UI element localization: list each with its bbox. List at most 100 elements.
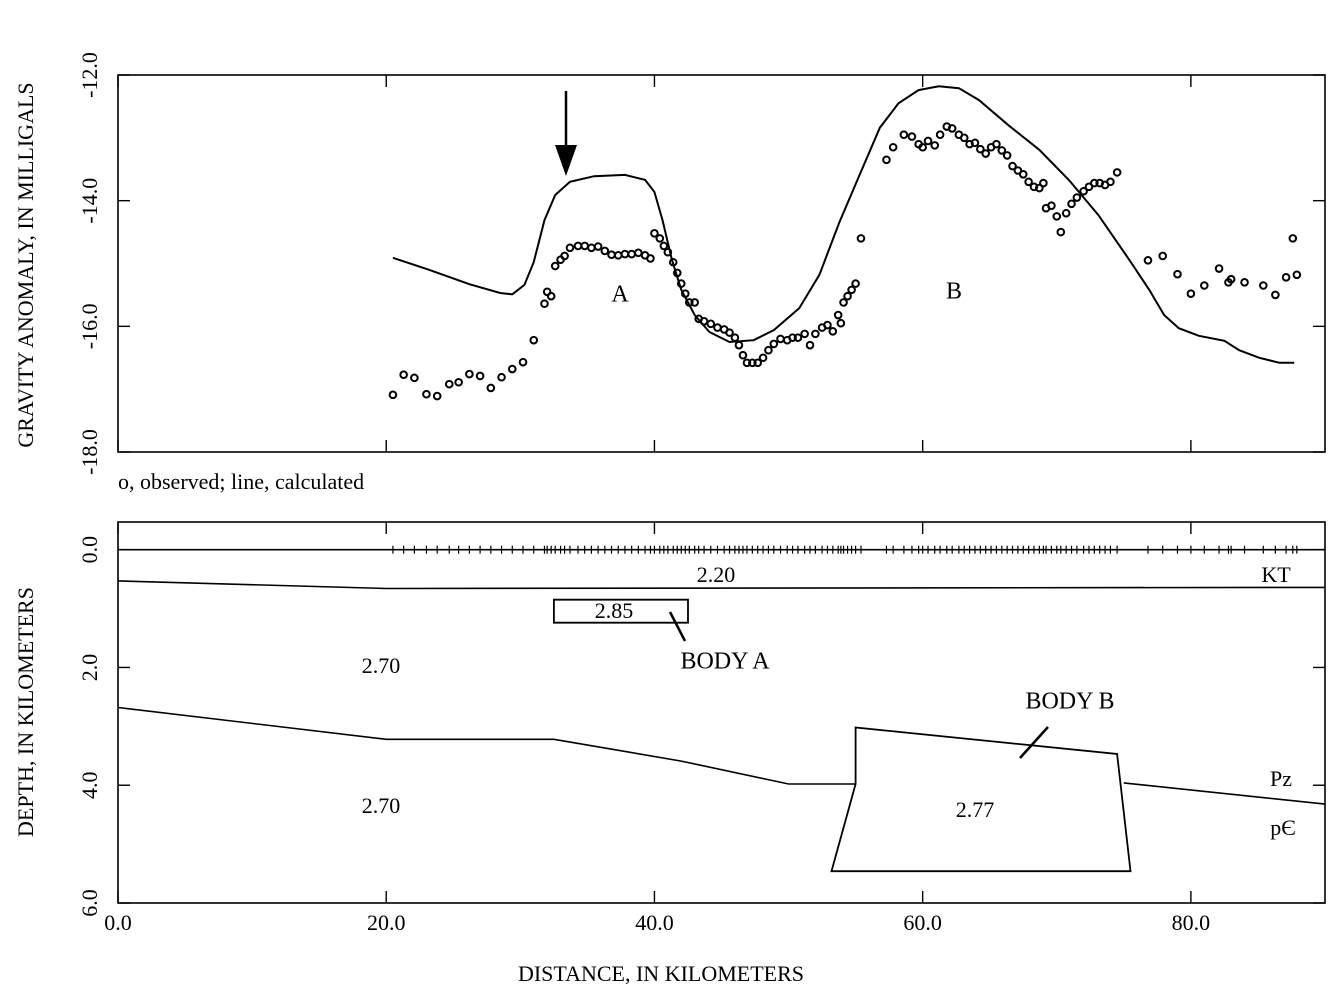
y-tick-label: -14.0	[77, 178, 102, 224]
observed-point	[734, 340, 744, 350]
observed-point	[748, 358, 757, 368]
observed-point	[1035, 183, 1044, 193]
layer-boundary	[117, 580, 1326, 590]
observed-point	[1002, 151, 1012, 160]
observed-point	[907, 132, 917, 141]
observed-point	[1226, 274, 1236, 284]
observed-point	[613, 251, 623, 260]
observed-point	[565, 243, 575, 253]
y-axis-title: DEPTH, IN KILOMETERS	[13, 587, 38, 837]
observed-point	[1186, 289, 1196, 298]
observed-point	[663, 247, 673, 257]
observed-point	[856, 234, 866, 243]
caption: o, observed; line, calculated	[118, 469, 364, 494]
observed-point	[546, 291, 556, 301]
observed-point	[690, 298, 699, 307]
observed-point	[753, 358, 763, 368]
observed-point	[410, 373, 419, 383]
observed-point	[828, 327, 838, 336]
observed-point	[432, 391, 442, 401]
observed-point	[800, 329, 809, 339]
anomaly-label: A	[611, 282, 629, 308]
density-label: 2.70	[362, 653, 401, 678]
observed-point	[1079, 186, 1088, 196]
y-tick-label: -18.0	[77, 429, 102, 475]
x-tick-label: 60.0	[903, 910, 942, 935]
y-tick-label: 4.0	[77, 771, 102, 799]
observed-point	[1090, 178, 1099, 188]
body-density: 2.85	[595, 598, 634, 623]
observed-point	[730, 333, 740, 342]
observed-point	[851, 279, 860, 288]
observed-point	[1259, 281, 1268, 290]
observed-point	[1240, 278, 1249, 287]
observed-point	[839, 298, 848, 307]
observed-point	[607, 250, 616, 260]
observed-point	[1047, 201, 1056, 210]
observed-point	[811, 329, 820, 339]
observed-point	[738, 350, 748, 360]
observed-point	[742, 358, 752, 368]
leader-line	[1019, 726, 1049, 759]
observed-point	[923, 136, 933, 146]
observed-point	[1214, 264, 1224, 273]
unit-label: pЄ	[1270, 815, 1296, 840]
x-tick-label: 40.0	[635, 910, 674, 935]
layer-boundary	[117, 706, 1326, 805]
observed-point	[888, 142, 898, 152]
observed-point	[1292, 270, 1302, 280]
observed-point	[600, 246, 610, 256]
observed-point	[1008, 161, 1017, 171]
observed-point	[560, 251, 569, 261]
observed-point	[788, 333, 797, 342]
observed-point	[1052, 212, 1062, 221]
observed-point	[465, 369, 474, 379]
y-tick-label: 6.0	[77, 889, 102, 917]
observed-point	[769, 339, 779, 349]
y-tick-label: -12.0	[77, 52, 102, 98]
observed-point	[1018, 169, 1028, 179]
density-label: 2.70	[362, 793, 401, 818]
observed-point	[706, 319, 716, 329]
observed-point	[823, 320, 832, 330]
observed-point	[1158, 251, 1168, 261]
y-tick-label: 2.0	[77, 654, 102, 682]
observed-point	[399, 370, 408, 380]
observed-point	[1271, 290, 1280, 300]
observed-point	[1061, 208, 1071, 218]
body-label: BODY B	[1025, 689, 1114, 715]
observed-point	[1200, 281, 1209, 290]
observed-point	[573, 241, 583, 251]
observed-point	[388, 390, 398, 400]
observed-point	[650, 229, 659, 238]
body-outline	[553, 598, 689, 624]
observed-point	[713, 323, 722, 332]
observed-point	[497, 372, 506, 382]
observed-point	[970, 138, 980, 148]
observed-point	[454, 377, 463, 387]
observed-point	[620, 249, 630, 259]
observed-point	[725, 328, 734, 337]
observed-point	[518, 357, 528, 367]
y-tick-label: -16.0	[77, 303, 102, 349]
calculated-line	[392, 85, 1295, 364]
observed-point	[776, 334, 785, 344]
observed-point	[947, 124, 957, 133]
observed-point	[976, 144, 985, 154]
observed-point	[587, 243, 596, 253]
observed-point	[930, 141, 940, 150]
observed-point	[475, 371, 485, 381]
observed-point	[529, 335, 539, 345]
observed-point	[935, 130, 945, 139]
unit-label: Pz	[1270, 766, 1292, 791]
observed-point	[634, 248, 643, 258]
observed-point	[580, 241, 590, 251]
observed-point	[833, 310, 843, 320]
observed-point	[758, 353, 768, 363]
observed-point	[1067, 199, 1076, 209]
observed-point	[507, 364, 517, 374]
x-tick-label: 20.0	[367, 910, 406, 935]
observed-point	[1072, 193, 1082, 202]
body-density: 2.77	[956, 797, 995, 822]
observed-point	[981, 149, 990, 158]
